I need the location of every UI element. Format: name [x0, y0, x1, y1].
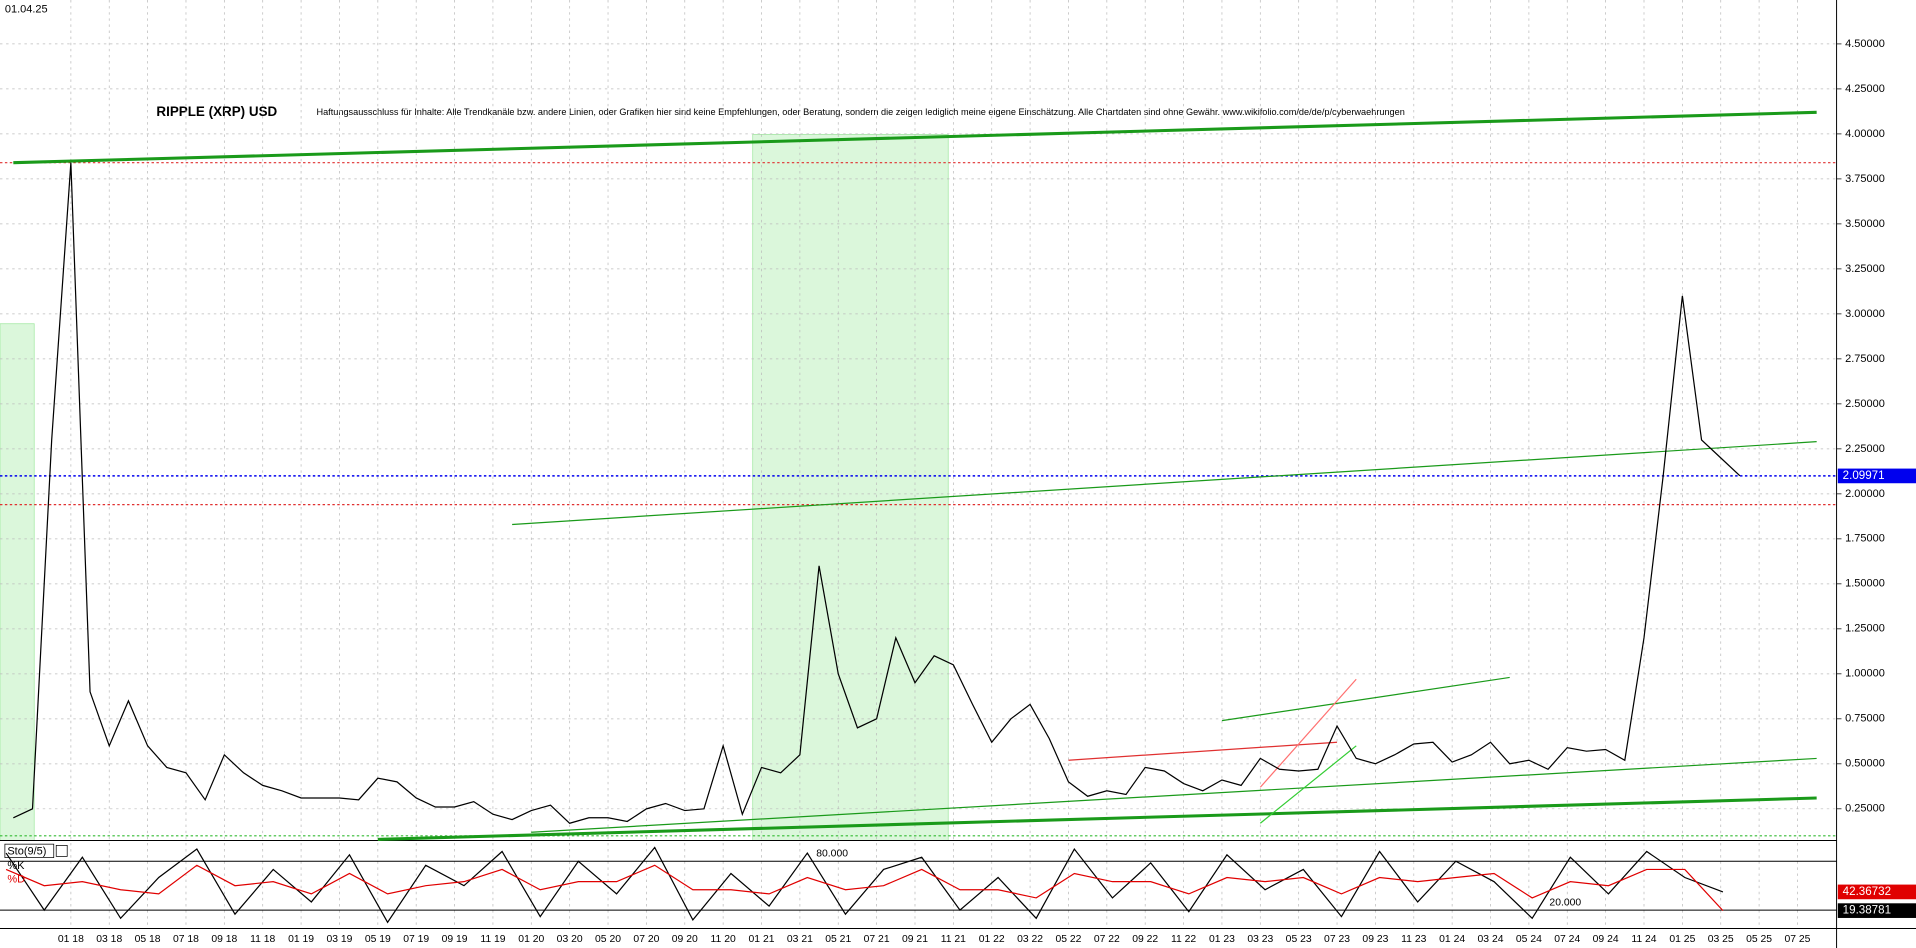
trendline	[1068, 741, 1338, 761]
indicator-line	[5, 846, 1724, 924]
x-tick-label: 01 20	[518, 934, 544, 945]
y-tick-label: 1.75000	[1845, 533, 1885, 545]
x-tick-label: 09 24	[1593, 934, 1619, 945]
trendline	[1221, 676, 1510, 722]
x-tick-label: 11 23	[1401, 934, 1426, 945]
y-tick-label: 2.50000	[1845, 398, 1885, 410]
x-tick-label: 09 20	[672, 934, 698, 945]
x-tick-label: 01 18	[58, 934, 84, 945]
expand-button[interactable]	[55, 845, 68, 857]
y-tick-label: 3.75000	[1845, 173, 1885, 185]
trendline	[1259, 678, 1357, 788]
x-tick-label: 07 24	[1554, 934, 1580, 945]
highlight-zone	[0, 323, 35, 841]
x-tick-label: 05 24	[1516, 934, 1542, 945]
y-tick-label: 1.00000	[1845, 668, 1885, 680]
x-tick-label: 05 20	[595, 934, 621, 945]
date-label: 01.04.25	[5, 4, 48, 16]
y-tick-label: 4.00000	[1845, 128, 1885, 140]
x-tick-label: 01 25	[1669, 934, 1695, 945]
trendline	[13, 110, 1817, 165]
y-tick-label: 4.25000	[1845, 83, 1885, 95]
trendline	[377, 796, 1817, 841]
x-tick-label: 01 23	[1209, 934, 1235, 945]
x-tick-label: 09 21	[902, 934, 928, 945]
x-tick-label: 03 20	[557, 934, 583, 945]
x-tick-label: 09 22	[1132, 934, 1158, 945]
y-tick-label: 3.50000	[1845, 218, 1885, 230]
y-tick-label: 0.25000	[1845, 803, 1885, 815]
x-tick-label: 01 21	[749, 934, 775, 945]
x-tick-label: 05 22	[1055, 934, 1081, 945]
x-tick-label: 09 23	[1362, 934, 1388, 945]
trendline	[1259, 745, 1357, 824]
x-tick-label: 07 19	[403, 934, 429, 945]
x-tick-label: 07 18	[173, 934, 199, 945]
trendline	[512, 441, 1817, 526]
x-tick-label: 03 24	[1478, 934, 1504, 945]
x-tick-label: 07 21	[864, 934, 890, 945]
x-tick-label: 03 23	[1247, 934, 1273, 945]
x-tick-label: 09 18	[211, 934, 237, 945]
x-tick-label: 11 19	[480, 934, 505, 945]
level-label: 80.000	[816, 849, 848, 860]
x-tick-label: 05 25	[1746, 934, 1772, 945]
y-tick-label: 2.00000	[1845, 488, 1885, 500]
x-tick-label: 03 22	[1017, 934, 1043, 945]
indicator-label: Sto(9/5)	[7, 845, 46, 857]
legend-entry: %D	[7, 873, 25, 885]
x-tick-label: 01 19	[288, 934, 314, 945]
x-tick-label: 11 24	[1631, 934, 1656, 945]
x-tick-label: 11 22	[1171, 934, 1196, 945]
y-tick-label: 4.50000	[1845, 38, 1885, 50]
x-tick-label: 01 22	[979, 934, 1005, 945]
legend-entry: %K	[7, 860, 25, 872]
x-tick-label: 03 18	[96, 934, 122, 945]
x-tick-label: 11 18	[250, 934, 275, 945]
price-tag	[1837, 468, 1916, 484]
x-tick-label: 05 19	[365, 934, 391, 945]
y-tick-label: 2.75000	[1845, 353, 1885, 365]
trendline	[531, 757, 1817, 833]
x-tick-label: 09 19	[442, 934, 468, 945]
highlight-zone	[752, 134, 949, 841]
y-tick-label: 3.25000	[1845, 263, 1885, 275]
indicator-tag	[4, 843, 55, 858]
y-tick-label: 1.25000	[1845, 623, 1885, 635]
value-tag-label: 19.38781	[1843, 904, 1891, 917]
x-tick-label: 11 21	[941, 934, 966, 945]
x-tick-label: 05 21	[825, 934, 851, 945]
chart-title: RIPPLE (XRP) USD	[156, 104, 277, 119]
x-tick-label: 07 20	[633, 934, 659, 945]
x-tick-label: 05 18	[135, 934, 161, 945]
value-tag-label: 42.36732	[1843, 885, 1891, 898]
price-tag-label: 2.09971	[1843, 469, 1885, 482]
y-tick-label: 0.50000	[1845, 758, 1885, 770]
value-tag	[1837, 903, 1916, 918]
x-tick-label: 01 24	[1439, 934, 1465, 945]
indicator-line	[5, 864, 1724, 912]
y-tick-label: 1.50000	[1845, 578, 1885, 590]
y-tick-label: 2.25000	[1845, 443, 1885, 455]
y-tick-label: 3.00000	[1845, 308, 1885, 320]
price-line	[13, 162, 1741, 824]
x-tick-label: 03 19	[326, 934, 352, 945]
x-tick-label: 11 20	[711, 934, 736, 945]
x-tick-label: 05 23	[1286, 934, 1312, 945]
x-tick-label: 07 22	[1094, 934, 1120, 945]
value-tag	[1837, 884, 1916, 900]
x-tick-label: 07 25	[1784, 934, 1810, 945]
y-tick-label: 0.75000	[1845, 713, 1885, 725]
x-tick-label: 03 25	[1708, 934, 1734, 945]
x-tick-label: 07 23	[1324, 934, 1350, 945]
disclaimer: Haftungsausschluss für Inhalte: Alle Tre…	[316, 107, 1404, 117]
x-tick-label: 03 21	[787, 934, 813, 945]
level-label: 20.000	[1549, 898, 1581, 909]
